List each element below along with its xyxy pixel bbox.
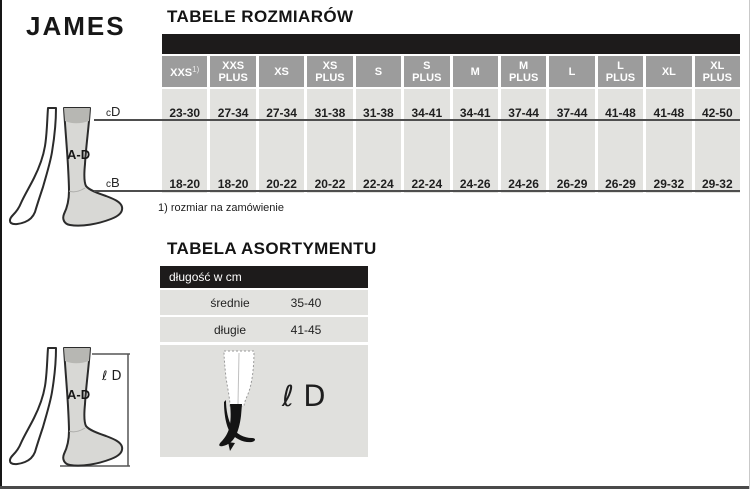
- size-header-cell: XL: [646, 56, 692, 87]
- size-header-cell: L: [549, 56, 595, 87]
- size-table-title: TABELE ROZMIARÓW: [167, 7, 354, 26]
- size-header-cell: M PLUS: [500, 56, 547, 87]
- assortment-table: długość w cm średnie 35-40 długie 41-45 …: [160, 266, 368, 457]
- size-header-cell: XL PLUS: [694, 56, 740, 87]
- size-table-column: 37-44 24-26: [500, 89, 547, 193]
- cd-measure-label: cD: [106, 104, 121, 119]
- assortment-row-value: 41-45: [290, 323, 322, 337]
- size-header-cell: L PLUS: [597, 56, 644, 87]
- length-measure-label: ℓ D: [101, 369, 122, 384]
- size-header-cell: XXS PLUS: [210, 56, 256, 87]
- size-table-column: 27-34 20-22: [258, 89, 305, 193]
- size-table: XXS1) XXS PLUS XS XS PLUS S S PLUS M M PLUS …: [162, 34, 740, 193]
- cd-measure-line: [94, 119, 740, 121]
- legs-length-diagram: ℓ D: [8, 347, 130, 467]
- size-table-column: 37-44 26-29: [549, 89, 595, 193]
- assortment-row-label: średnie: [210, 296, 250, 310]
- assortment-table-title: TABELA ASORTYMENTU: [167, 239, 377, 258]
- assortment-row-label: długie: [213, 323, 247, 337]
- cb-measure-line: [94, 190, 740, 192]
- size-table-header-row: XXS1) XXS PLUS XS XS PLUS S S PLUS M M PLUS …: [162, 56, 740, 87]
- brand-name: JAMES: [26, 11, 126, 41]
- size-header-cell: M: [452, 56, 498, 87]
- frame-bottom-edge: [0, 486, 750, 489]
- size-header-cell: XXS1): [162, 56, 208, 87]
- assortment-row: długie 41-45: [160, 317, 368, 342]
- size-header-cell: S PLUS: [404, 56, 450, 87]
- size-table-column: 27-34 18-20: [210, 89, 256, 193]
- size-header-cell: S: [355, 56, 402, 87]
- size-footnote: 1) rozmiar na zamówienie: [158, 202, 284, 214]
- stockings-figure-icon: [219, 350, 255, 451]
- size-table-column: 42-50 29-32: [694, 89, 740, 193]
- size-table-column: 34-41 22-24: [404, 89, 450, 193]
- size-table-column: 23-30 18-20: [162, 89, 208, 193]
- footnote-marker: 1): [192, 65, 200, 74]
- size-header-cell: XS: [258, 56, 305, 87]
- size-table-column: 31-38 22-24: [355, 89, 402, 193]
- length-symbol-label: ℓ D: [282, 379, 326, 413]
- size-table-column: 31-38 20-22: [307, 89, 353, 193]
- assortment-header: długość w cm: [160, 266, 368, 288]
- assortment-image-cell: ℓ D: [160, 345, 368, 457]
- assortment-row-value: 35-40: [290, 296, 322, 310]
- cb-measure-label: cB: [106, 175, 120, 190]
- size-header-cell: XS PLUS: [307, 56, 353, 87]
- frame-left-edge: [0, 0, 2, 489]
- size-table-column: 41-48 26-29: [597, 89, 644, 193]
- assortment-row: średnie 35-40: [160, 290, 368, 315]
- size-table-body: 23-30 18-20 27-34 18-20 27-34 20-22 31-38 20…: [162, 89, 740, 193]
- size-table-column: 41-48 29-32: [646, 89, 692, 193]
- size-table-top-bar: [162, 34, 740, 54]
- size-table-column: 34-41 24-26: [452, 89, 498, 193]
